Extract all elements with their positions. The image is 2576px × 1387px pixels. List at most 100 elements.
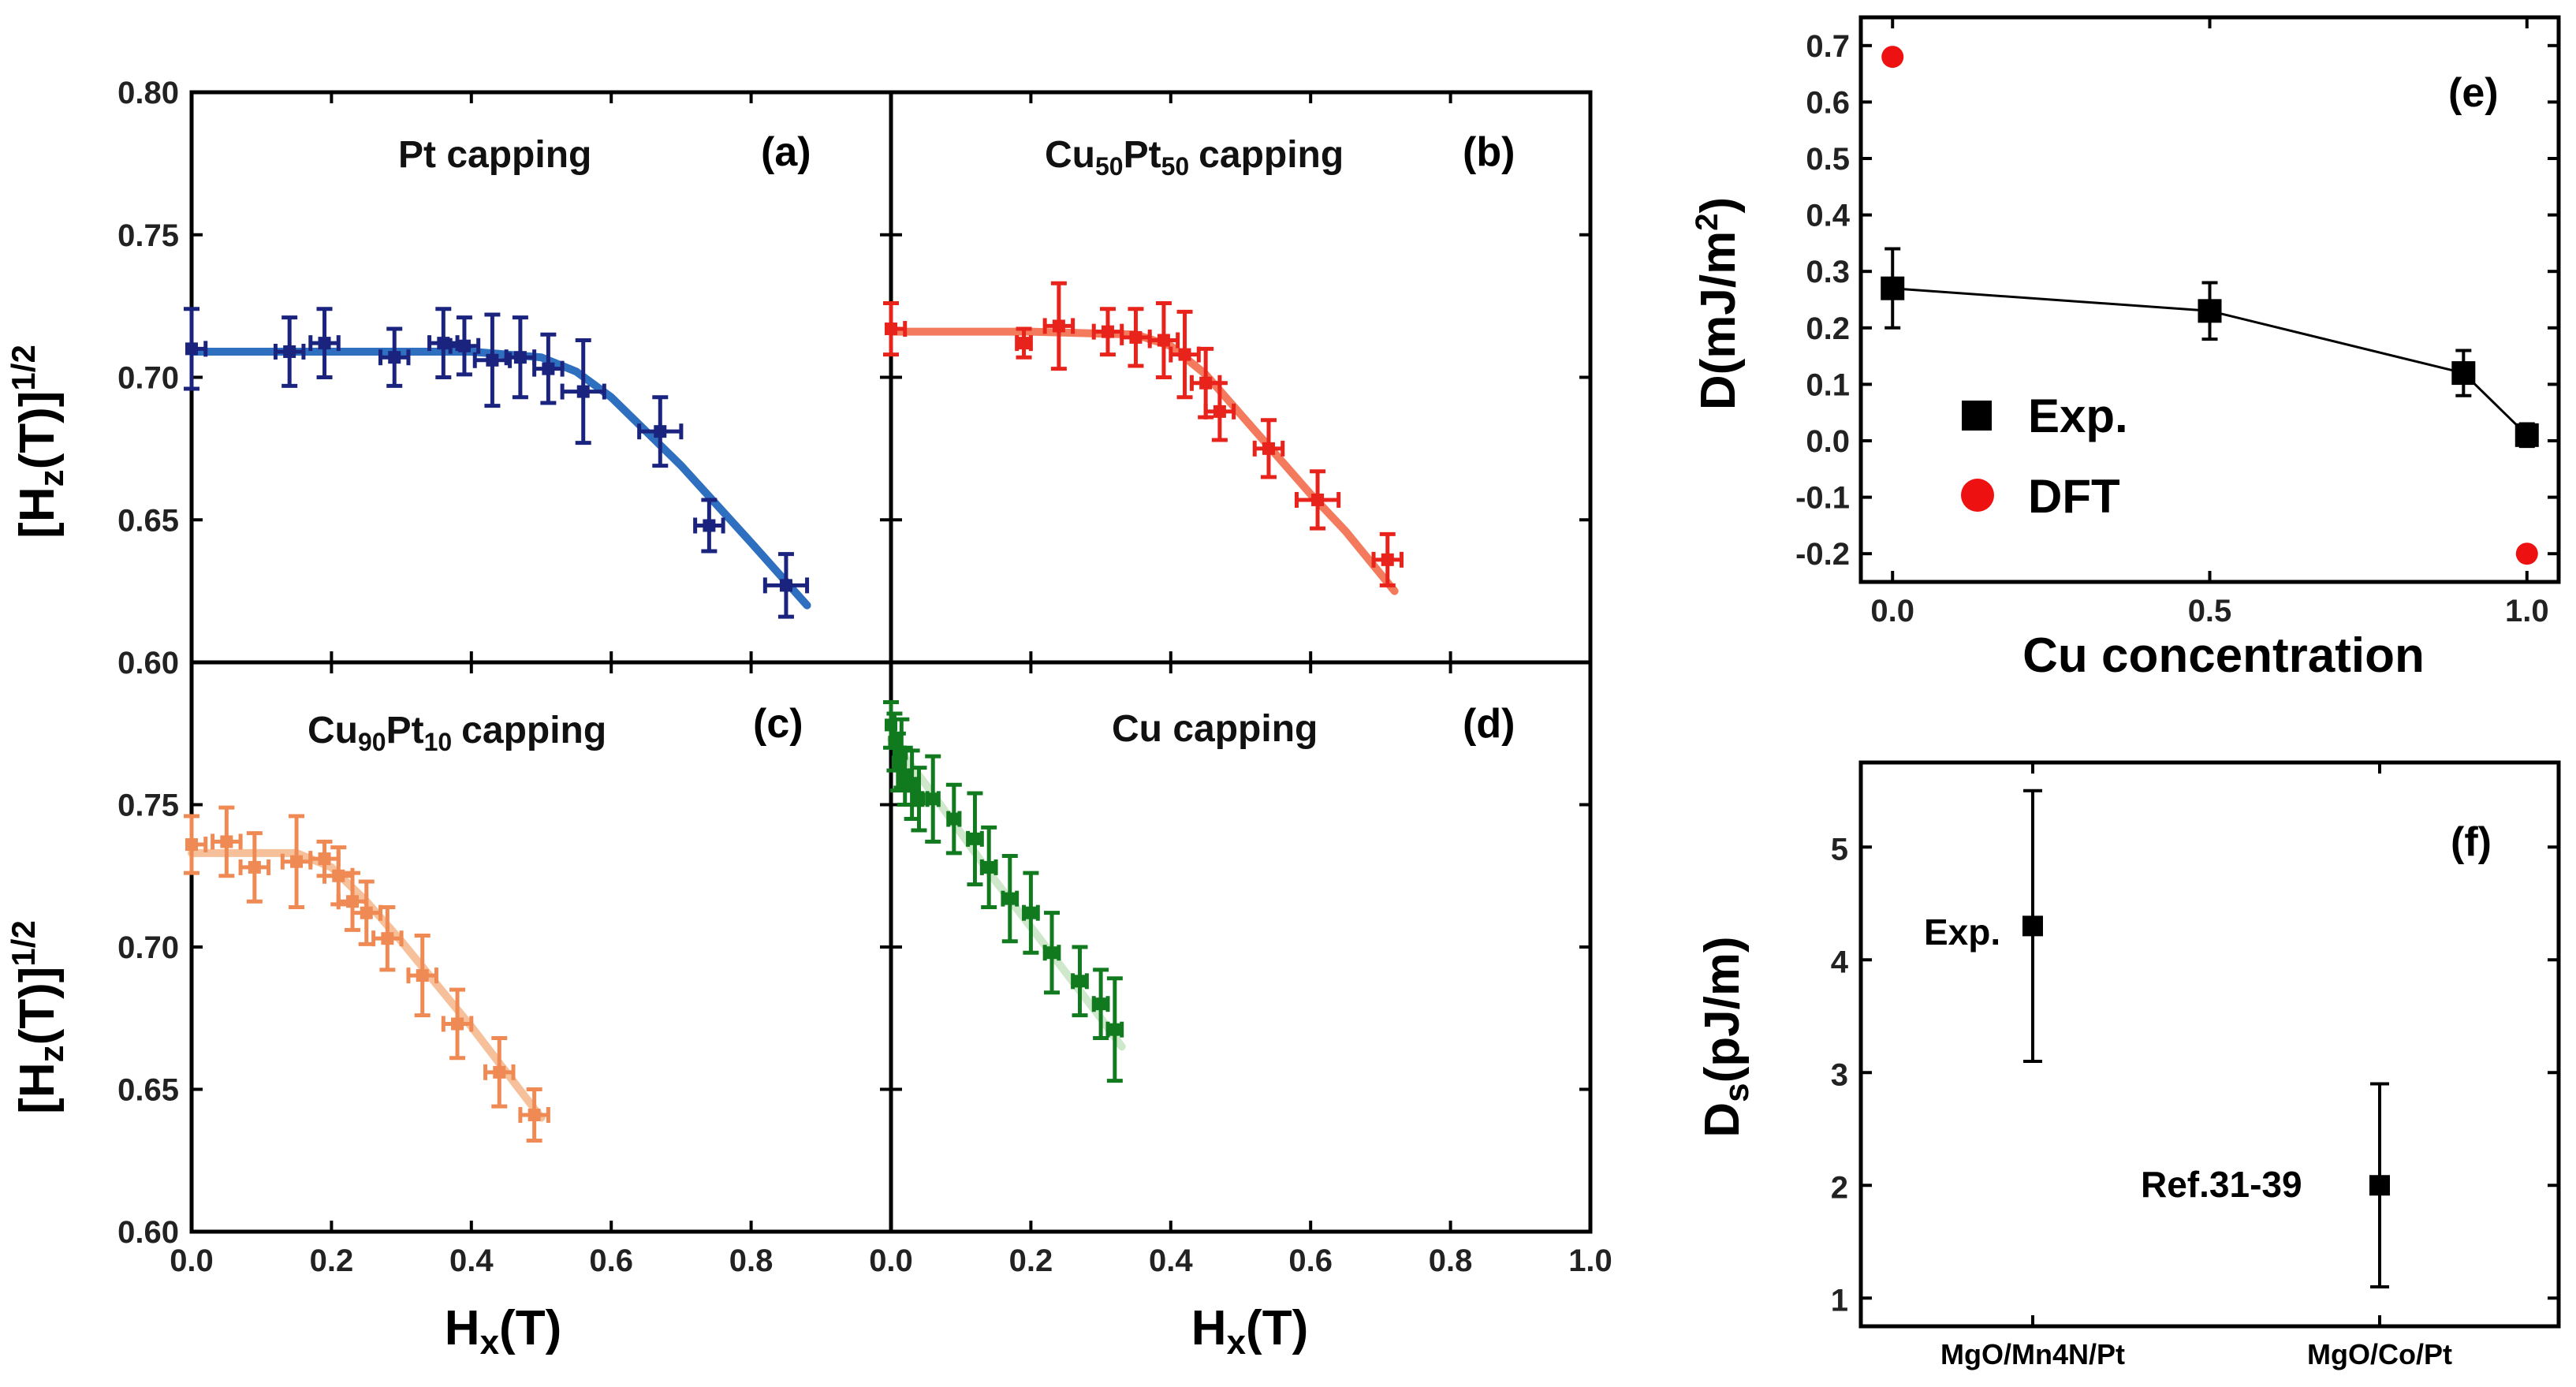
panel-a-ytick-label: 0.65 [117,503,179,538]
panel-c-data-point [290,855,304,868]
panel-f-ytick-label: 5 [1831,832,1848,867]
panel-e-dft-point [2515,542,2538,565]
panel-f-category-0: MgO/Mn4N/Pt [1940,1338,2125,1370]
panel-a-data-point [542,362,555,375]
panel-f-annotation-ref: Ref.31-39 [2141,1164,2302,1205]
panel-e-xtick-label: 1.0 [2505,594,2549,628]
panel-d-xtick-label: 0.0 [869,1243,913,1278]
panel-b-fit-curve [887,327,1399,595]
panel-c-title-pt: Pt [386,710,424,751]
panel-d-data-point [905,778,919,792]
panel-d-data-point [1073,975,1087,988]
panel-c-data-point [318,852,331,866]
panel-b-data-point [1017,337,1031,350]
panel-a-fit-curve [188,347,811,610]
panel-b-data-point [885,323,897,336]
panel-b-data-point [1178,348,1191,361]
panel-d-title: Cu capping [1112,708,1318,750]
panel-c-ytick-label: 0.60 [117,1215,179,1250]
panel-c-data-point [220,835,233,848]
panel-a-data-point [779,579,792,592]
panel-b-title-sub2: 50 [1161,152,1190,181]
panel-e-exp-point [2451,361,2476,386]
panel-b-data-point [1052,319,1065,333]
panel-d-data-point [947,812,960,826]
panel-c-title-sub2: 10 [424,728,453,756]
panel-b-data-point [1262,442,1275,455]
panel-c-xtick-label: 0.6 [589,1243,633,1278]
panel-b-data-point [1157,334,1170,347]
panel-c-data-point [528,1108,541,1121]
panel-a-data-point [576,385,590,398]
panel-b-title-sub1: 50 [1095,152,1124,181]
legend-exp-marker [1962,401,1992,431]
panel-c-xlabel: Hx(T) [445,1301,561,1362]
panel-a-data-point [437,337,450,350]
panel-e-ytick-label: 0.6 [1806,85,1850,120]
panel-f-ytick-label: 1 [1831,1283,1848,1318]
panel-b-label: (b) [1463,129,1515,175]
panel-c-ytick-label: 0.65 [117,1073,179,1108]
panel-b-title-pt: Pt [1124,134,1161,176]
legend-dft-label: DFT [2028,470,2120,523]
panel-a-data-point [283,345,296,358]
panel-a-ytick-label: 0.75 [117,218,179,253]
panel-e-dft-point [1881,46,1904,69]
panel-c-ytick-label: 0.70 [117,930,179,965]
panel-e-xlabel: Cu concentration [2022,628,2425,683]
panel-f-annotation-exp: Exp. [1924,912,2000,953]
panel-d-data-point [926,792,940,806]
panel-c-data-point [185,838,198,852]
panel-f-data-point [2369,1175,2390,1196]
panel-e: -0.2 -0.1 0.0 0.1 0.2 0.3 0.4 0.5 0.6 0.7 0.0 0.5 1.… [1795,15,2561,628]
panel-c-data-point [332,869,345,882]
panel-f-data-point [2022,915,2043,937]
panel-c-data-point [416,969,429,982]
panel-d-data-point [1024,906,1038,919]
panel-a-label: (a) [761,129,811,175]
panel-c-ylabel: [Hz(T)]1/2 [5,920,71,1114]
panel-a-ytick-label: 0.60 [117,646,179,680]
panel-c-data-point [248,860,261,874]
panel-b-title-cu: Cu [1045,134,1095,176]
panel-e-ytick-label: 0.4 [1806,199,1850,233]
panel-a: 0.60 0.65 0.70 0.75 0.80 [117,76,893,680]
panel-d-label: (d) [1463,701,1515,747]
panel-a-data-point [185,342,198,356]
panel-c-data-point [381,932,394,945]
panel-b [883,90,1593,665]
panel-d-xtick-label: 0.6 [1288,1243,1333,1278]
panel-b-title: Cu50Pt50 capping [1045,134,1344,181]
panel-b-title-text: capping [1199,134,1344,176]
panel-a-data-point [654,425,667,438]
panel-a-data-point [486,353,499,367]
panel-c-title-text: capping [461,710,606,751]
panel-c-title: Cu90Pt10 capping [308,710,606,756]
panel-c-data-point [451,1017,464,1031]
panel-f-ytick-label: 4 [1831,945,1849,979]
panel-e-xtick-label: 0.5 [2188,594,2232,628]
panel-e-label: (e) [2448,70,2499,116]
panel-a-ytick-label: 0.80 [117,76,179,110]
panel-f-ytick-label: 3 [1831,1057,1848,1092]
panel-c: 0.60 0.65 0.70 0.75 0.0 0.2 0.4 0.6 0.8 [117,660,893,1278]
panel-c-title-cu: Cu [308,710,358,751]
panel-e-ytick-label: 0.7 [1806,29,1850,64]
panel-a-data-point [457,339,471,352]
panel-e-exp-point [2514,423,2539,447]
panel-d: 0.0 0.2 0.4 0.6 0.8 1.0 [869,660,1612,1278]
legend-dft-marker [1961,479,1994,512]
panel-c-xtick-label: 0.8 [729,1243,774,1278]
panel-d-xtick-label: 0.8 [1429,1243,1473,1278]
panel-e-ytick-label: 0.1 [1806,367,1850,402]
panel-d-data-point [1108,1023,1121,1036]
panel-d-data-point [1046,946,1059,960]
panel-e-exp-point [2198,299,2222,323]
panel-e-exp-line [1892,287,2528,436]
panel-c-label: (c) [753,701,803,747]
panel-f-ytick-label: 2 [1831,1170,1848,1205]
panel-b-data-point [1381,553,1394,566]
panel-e-ytick-label: -0.1 [1795,481,1850,516]
panel-c-data-point [360,906,373,919]
